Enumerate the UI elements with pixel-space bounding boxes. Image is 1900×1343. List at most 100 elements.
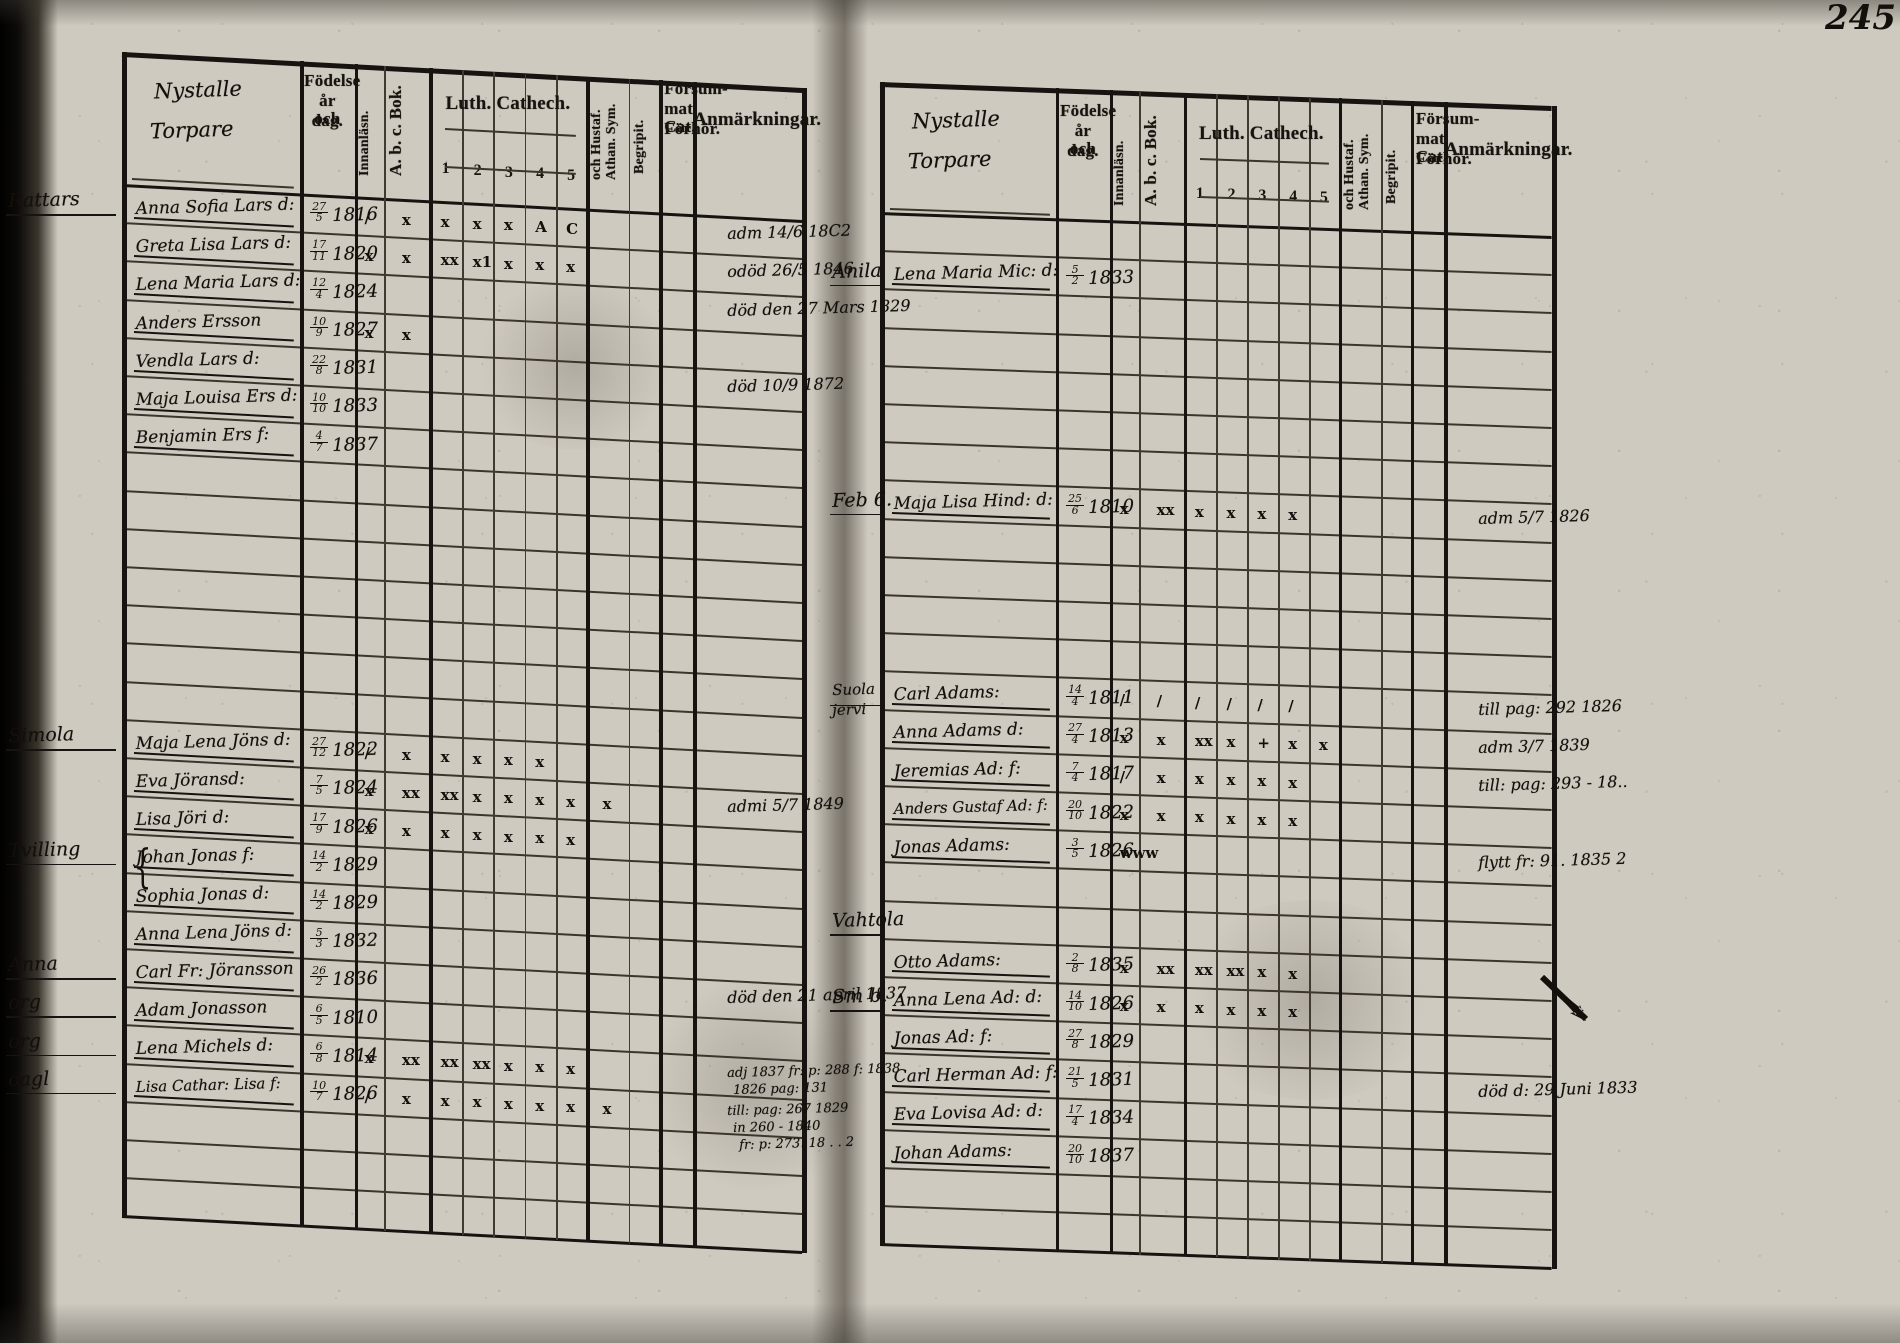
entry-birth-fraction: 10 7 (310, 1078, 329, 1104)
entry-birth-year: 1811 (1088, 686, 1135, 710)
entry-mark: / (1119, 767, 1126, 786)
entry-mark: x (401, 211, 411, 230)
entry-note: adm 3/7 1839 (1478, 735, 1591, 758)
column-rule (524, 73, 527, 1239)
entry-birth-fraction: 27 8 (1066, 1026, 1085, 1052)
entry-mark: / (1119, 691, 1126, 710)
column-header-birth-l1: Födelse (1060, 101, 1117, 120)
farm-label: Anila (831, 259, 882, 283)
entry-mark: xx (1194, 732, 1213, 751)
farm-label-underline (6, 1054, 116, 1057)
entry-mark: x (566, 1098, 576, 1117)
column-header-birth-l2: år och (1069, 121, 1096, 159)
entry-mark: C (566, 219, 579, 238)
entry-name: Lena Michels d: (135, 1035, 274, 1060)
column-rule (300, 61, 304, 1227)
entry-mark: x (440, 1091, 450, 1110)
luth-number-5: 5 (567, 166, 576, 184)
column-rule (1308, 97, 1311, 1261)
column-rule (493, 71, 496, 1238)
entry-name-underline (891, 512, 1050, 520)
entry-mark: x (1194, 808, 1204, 827)
entry-mark: x (1257, 505, 1267, 524)
entry-mark: x (1119, 805, 1129, 824)
column-rule (1380, 99, 1383, 1264)
luth-number-3: 3 (504, 163, 513, 181)
entry-birth-fraction: 21 5 (1066, 1065, 1085, 1090)
entry-mark: xx (1156, 959, 1175, 978)
entry-birth-fraction: 17 9 (310, 811, 329, 836)
farm-label-underline (830, 1010, 884, 1013)
entry-birth-fraction: 20 10 (1066, 797, 1085, 823)
entry-mark: x (440, 213, 450, 232)
entry-mark: x (401, 325, 411, 344)
column-header-forsummat-l3: Förhör. (1416, 149, 1472, 168)
farm-label: Rattars (7, 188, 81, 213)
entry-mark: x (401, 1089, 411, 1108)
binding-shadow-left (0, 0, 58, 1343)
farm-label-underline (6, 214, 116, 216)
entry-birth-fraction: 17 11 (310, 238, 329, 263)
entry-name-underline (891, 703, 1050, 711)
entry-mark: x (472, 214, 482, 233)
column-header-luth-cathech: Luth. Cathech. (1198, 123, 1324, 144)
column-header-athan-l2: och Hustaf. (1341, 139, 1357, 210)
column-rule (384, 65, 387, 1232)
entry-mark: + (1257, 734, 1270, 753)
entry-mark: x (566, 257, 576, 276)
entry-mark: x (1226, 503, 1236, 522)
entry-mark: x (440, 824, 450, 843)
column-header-luth-cathech: Luth. Cathech. (445, 93, 571, 114)
entry-mark: x (503, 827, 513, 846)
column-header-athan: och Hustaf. Athan. Sym. (1341, 100, 1379, 212)
entry-mark: x (503, 1056, 513, 1075)
entry-mark: x (1119, 729, 1129, 748)
entry-mark: x (503, 254, 513, 273)
entry-birth-year: 1833 (1088, 266, 1135, 289)
entry-mark: x (566, 792, 576, 811)
farm-label: Anna (7, 952, 59, 977)
column-header-name-line1: Nystalle (153, 76, 243, 104)
entry-note: död 10/9 1872 (727, 373, 845, 397)
farm-label: org (7, 991, 42, 1015)
entry-note: admi 5/7 1849 (727, 793, 845, 817)
column-header-anmarkningar: Anmärkningar. (693, 109, 822, 130)
entry-mark: x (1288, 773, 1298, 792)
entry-name: Anna Adams d: (893, 719, 1024, 744)
luth-number-4: 4 (1289, 188, 1298, 206)
entry-name: Johan Jonas f: (135, 845, 255, 869)
column-rule (122, 52, 127, 1218)
entry-birth-year: 1831 (332, 356, 379, 380)
entry-mark: x (472, 749, 482, 768)
entry-birth-year: 1832 (332, 929, 379, 953)
entry-mark: x (602, 1100, 612, 1119)
entry-mark: xx (440, 786, 459, 805)
column-rule (1056, 88, 1060, 1252)
entry-mark: x (364, 323, 374, 342)
column-rule (354, 64, 358, 1230)
entry-mark: x (503, 751, 513, 770)
farm-label: Feb 6. (831, 488, 893, 512)
column-rule (429, 68, 433, 1234)
farm-label: oagl (7, 1067, 50, 1091)
entry-mark: x (472, 825, 482, 844)
entry-name: Anna Lena Jöns d: (135, 920, 293, 945)
entry-mark: x (503, 789, 513, 808)
column-rule (628, 78, 631, 1245)
column-header-forsummat-l1: Försum- (1416, 109, 1480, 128)
entry-name: Maja Lena Jöns d: (135, 729, 291, 754)
column-header-athan: och Hustaf. Athan. Sym. (588, 70, 626, 182)
entry-birth-year: 1837 (332, 433, 379, 456)
column-header-forsummat-l2: mat Cat. (1415, 129, 1448, 167)
column-rule (693, 82, 697, 1248)
entry-mark: / (364, 743, 370, 762)
luth-number-1: 1 (1195, 184, 1204, 202)
column-rule (462, 70, 464, 1236)
entry-mark: x (1226, 1000, 1236, 1019)
